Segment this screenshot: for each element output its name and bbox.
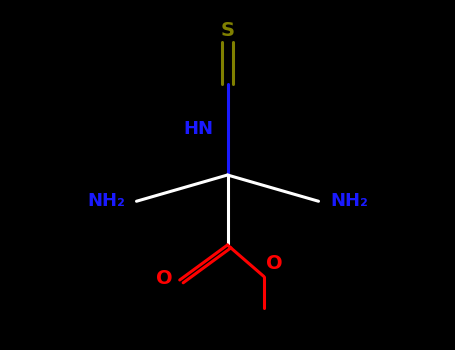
Text: NH₂: NH₂: [87, 192, 125, 210]
Text: HN: HN: [184, 120, 214, 139]
Text: NH₂: NH₂: [330, 192, 368, 210]
Text: O: O: [266, 254, 283, 273]
Text: S: S: [221, 21, 234, 40]
Text: O: O: [156, 269, 173, 288]
